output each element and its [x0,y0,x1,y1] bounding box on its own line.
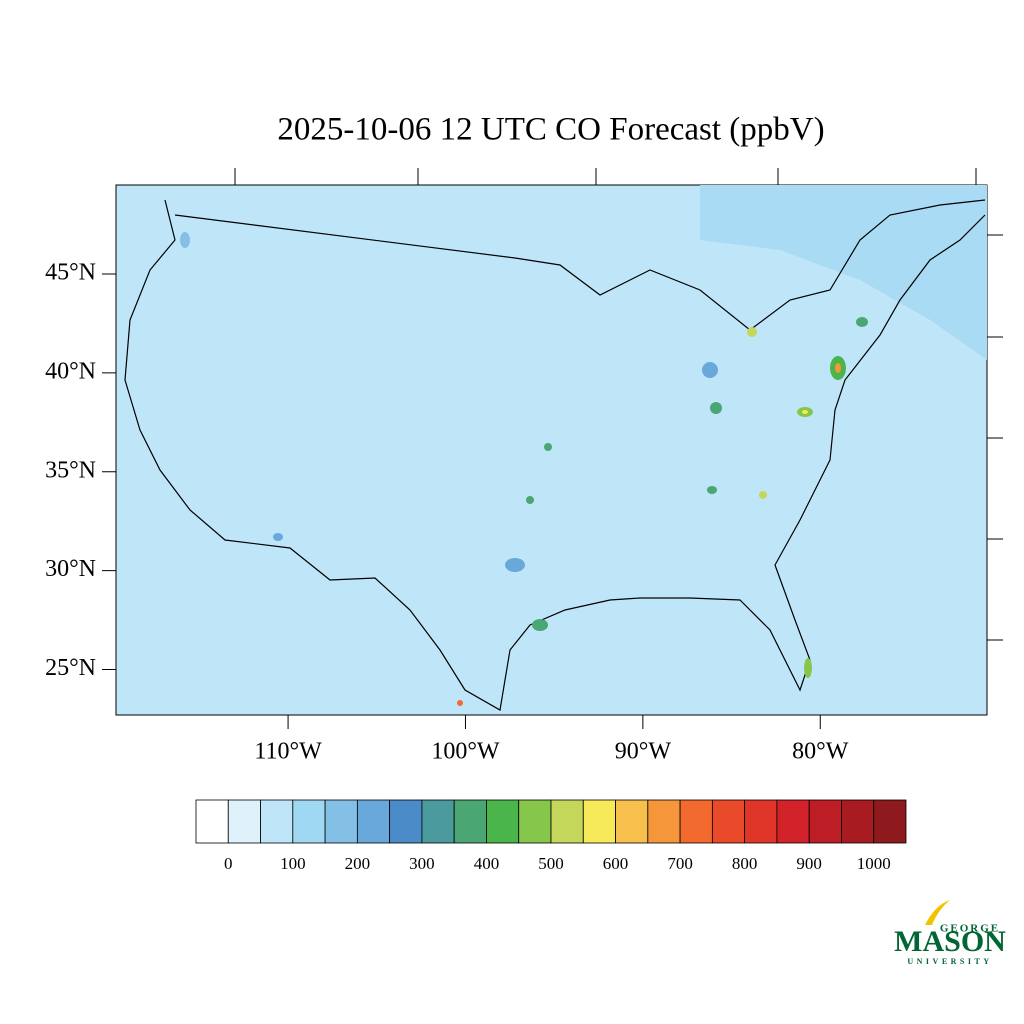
colorbar-label: 500 [538,854,564,873]
colorbar-box [292,799,326,844]
y-tick-label: 45°N [45,259,96,285]
frame-ticks [234,168,1003,641]
x-tick-label: 80°W [792,739,849,765]
logo-bottom: UNIVERSITY [907,957,992,966]
y-tick-label: 25°N [45,655,96,681]
colorbar-label: 1000 [857,854,891,873]
colorbar-box [195,799,229,844]
logo: GEORGE MASON UNIVERSITY [894,900,1006,966]
colorbar-box [486,799,520,844]
x-tick-label: 100°W [431,739,500,765]
colorbar-box [647,799,681,844]
x-tick-label: 90°W [615,739,672,765]
colorbar-box [679,799,713,844]
colorbar-box [873,799,907,844]
map [115,168,1003,716]
colorbar-box [711,799,746,844]
colorbar-box [776,799,810,844]
logo-main: MASON [894,925,1006,958]
colorbar-label: 800 [732,854,758,873]
colorbar-label: 100 [280,854,306,873]
colorbar-box [324,799,358,844]
hotspots [180,232,868,706]
x-tick-label: 110°W [254,739,322,765]
colorbar-label: 700 [667,854,693,873]
colorbar-box [744,799,778,844]
colorbar-label: 200 [345,854,371,873]
colorbar-box [615,799,649,844]
y-tick-label: 40°N [45,358,96,384]
colorbar-box [550,799,584,844]
plume [700,185,987,360]
logo-top: GEORGE [940,923,1000,935]
colorbar-label: 300 [409,854,435,873]
colorbar-label: 0 [224,854,233,873]
colorbar-box [260,799,294,844]
colorbar-box [518,799,552,844]
colorbar-label: 600 [603,854,629,873]
colorbar-box [356,799,391,844]
colorbar-label: 400 [474,854,500,873]
map-title: 2025-10-06 12 UTC CO Forecast (ppbV) [277,112,824,148]
y-tick-label: 30°N [45,556,96,582]
colorbar-label: 900 [796,854,822,873]
colorbar-box [421,799,455,844]
colorbar-box [389,799,423,844]
map-frame [115,184,988,716]
colorbar-box [582,799,616,844]
colorbar-box [841,799,875,844]
colorbar-box [227,799,261,844]
colorbar-box [808,799,842,844]
y-tick-label: 35°N [45,457,96,483]
colorbar-box [453,799,487,844]
